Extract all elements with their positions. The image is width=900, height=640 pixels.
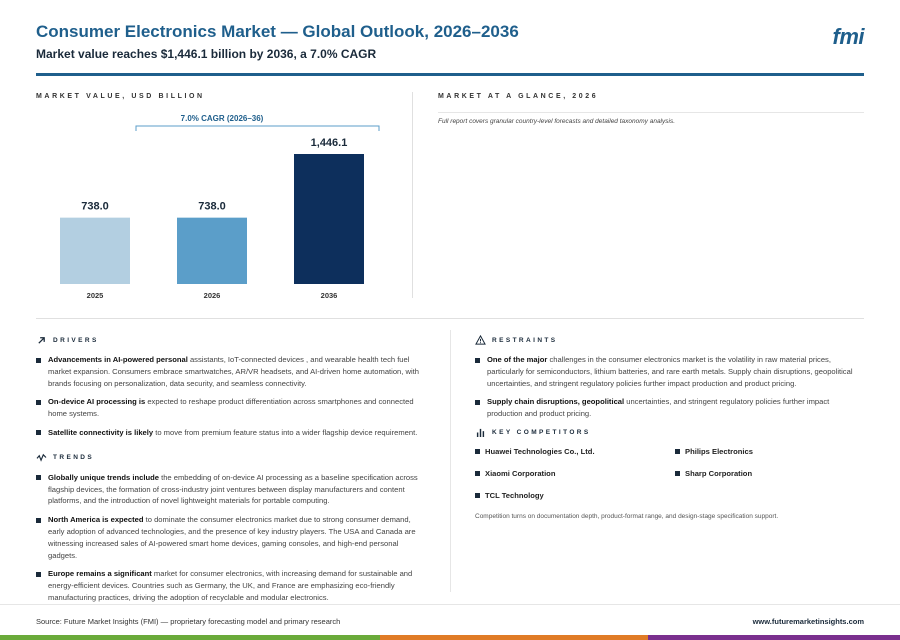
category-label: 2025: [87, 291, 104, 300]
warning-icon: [475, 335, 486, 346]
cagr-bracket: [135, 125, 380, 131]
bar-2036: [294, 154, 364, 284]
glance-section-label: MARKET AT A GLANCE, 2026: [438, 93, 599, 100]
driver-item: On-device AI processing is expected to r…: [36, 396, 428, 420]
drivers-list: Advancements in AI-powered personal assi…: [36, 354, 428, 439]
restraint-item: Supply chain disruptions, geopolitical u…: [475, 396, 865, 420]
arrow-up-right-icon: [36, 335, 47, 346]
source-note: Source: Future Market Insights (FMI) — p…: [36, 617, 341, 626]
cagr-annotation: 7.0% CAGR (2026–36): [181, 114, 264, 123]
report-header: Consumer Electronics Market — Global Out…: [36, 22, 864, 76]
footer-stripe-orange: [380, 635, 648, 640]
drivers-trends-column: DRIVERS Advancements in AI-powered perso…: [36, 334, 428, 611]
trend-item: Europe remains a significant market for …: [36, 568, 428, 603]
trends-list: Globally unique trends include the embed…: [36, 472, 428, 604]
section-divider: [36, 318, 864, 319]
page-title: Consumer Electronics Market — Global Out…: [36, 22, 519, 41]
glance-note: Full report covers granular country-leve…: [438, 118, 676, 125]
page-subtitle: Market value reaches $1,446.1 billion by…: [36, 47, 377, 61]
footer-divider: [0, 604, 900, 605]
bottom-column-divider: [450, 330, 451, 592]
restraints-label: RESTRAINTS: [492, 336, 558, 344]
market-value-bar-chart: 7.0% CAGR (2026–36) 738.0 2025 738.0 2026 1,…: [60, 114, 380, 300]
restraints-competitors-column: RESTRAINTS One of the major challenges i…: [475, 334, 865, 520]
trends-heading: TRENDS: [36, 452, 428, 464]
footer-stripe-green: [0, 635, 380, 640]
competitor-item: Sharp Corporation: [675, 469, 865, 479]
bar-value-label: 738.0: [198, 201, 226, 213]
top-column-divider: [412, 92, 413, 298]
bar-2026: [177, 217, 247, 284]
competitor-item: TCL Technology: [475, 491, 675, 501]
competitor-list: Huawei Technologies Co., Ltd. Philips El…: [475, 447, 865, 501]
category-label: 2036: [321, 291, 338, 300]
competitor-item: Xiaomi Corporation: [475, 469, 675, 479]
restraints-list: One of the major challenges in the consu…: [475, 354, 865, 420]
bar-2025: [60, 217, 130, 284]
driver-item: Advancements in AI-powered personal assi…: [36, 354, 428, 389]
competitor-item: Huawei Technologies Co., Ltd.: [475, 447, 675, 457]
drivers-label: DRIVERS: [53, 336, 99, 344]
restraint-item: One of the major challenges in the consu…: [475, 354, 865, 389]
bar-value-label: 738.0: [81, 201, 109, 213]
competitor-item: Philips Electronics: [675, 447, 865, 457]
chart-section-label: MARKET VALUE, USD BILLION: [36, 93, 205, 100]
trends-label: TRENDS: [53, 454, 95, 462]
website-link[interactable]: www.futuremarketinsights.com: [752, 617, 864, 626]
bar-value-label: 1,446.1: [311, 137, 348, 149]
restraints-heading: RESTRAINTS: [475, 334, 865, 346]
trend-item: North America is expected to dominate th…: [36, 514, 428, 561]
drivers-heading: DRIVERS: [36, 334, 428, 346]
competitors-heading: KEY COMPETITORS: [475, 427, 865, 439]
category-label: 2026: [204, 291, 221, 300]
competitors-label: KEY COMPETITORS: [492, 429, 591, 437]
driver-item: Satellite connectivity is likely to move…: [36, 427, 428, 439]
footer-stripe-purple: [648, 635, 900, 640]
trend-item: Globally unique trends include the embed…: [36, 472, 428, 507]
bar-chart-icon: [475, 427, 486, 438]
fmi-logo: fmi: [832, 24, 865, 49]
competition-note: Competition turns on documentation depth…: [475, 512, 779, 520]
trend-line-icon: [36, 452, 47, 463]
glance-divider: [438, 112, 864, 113]
